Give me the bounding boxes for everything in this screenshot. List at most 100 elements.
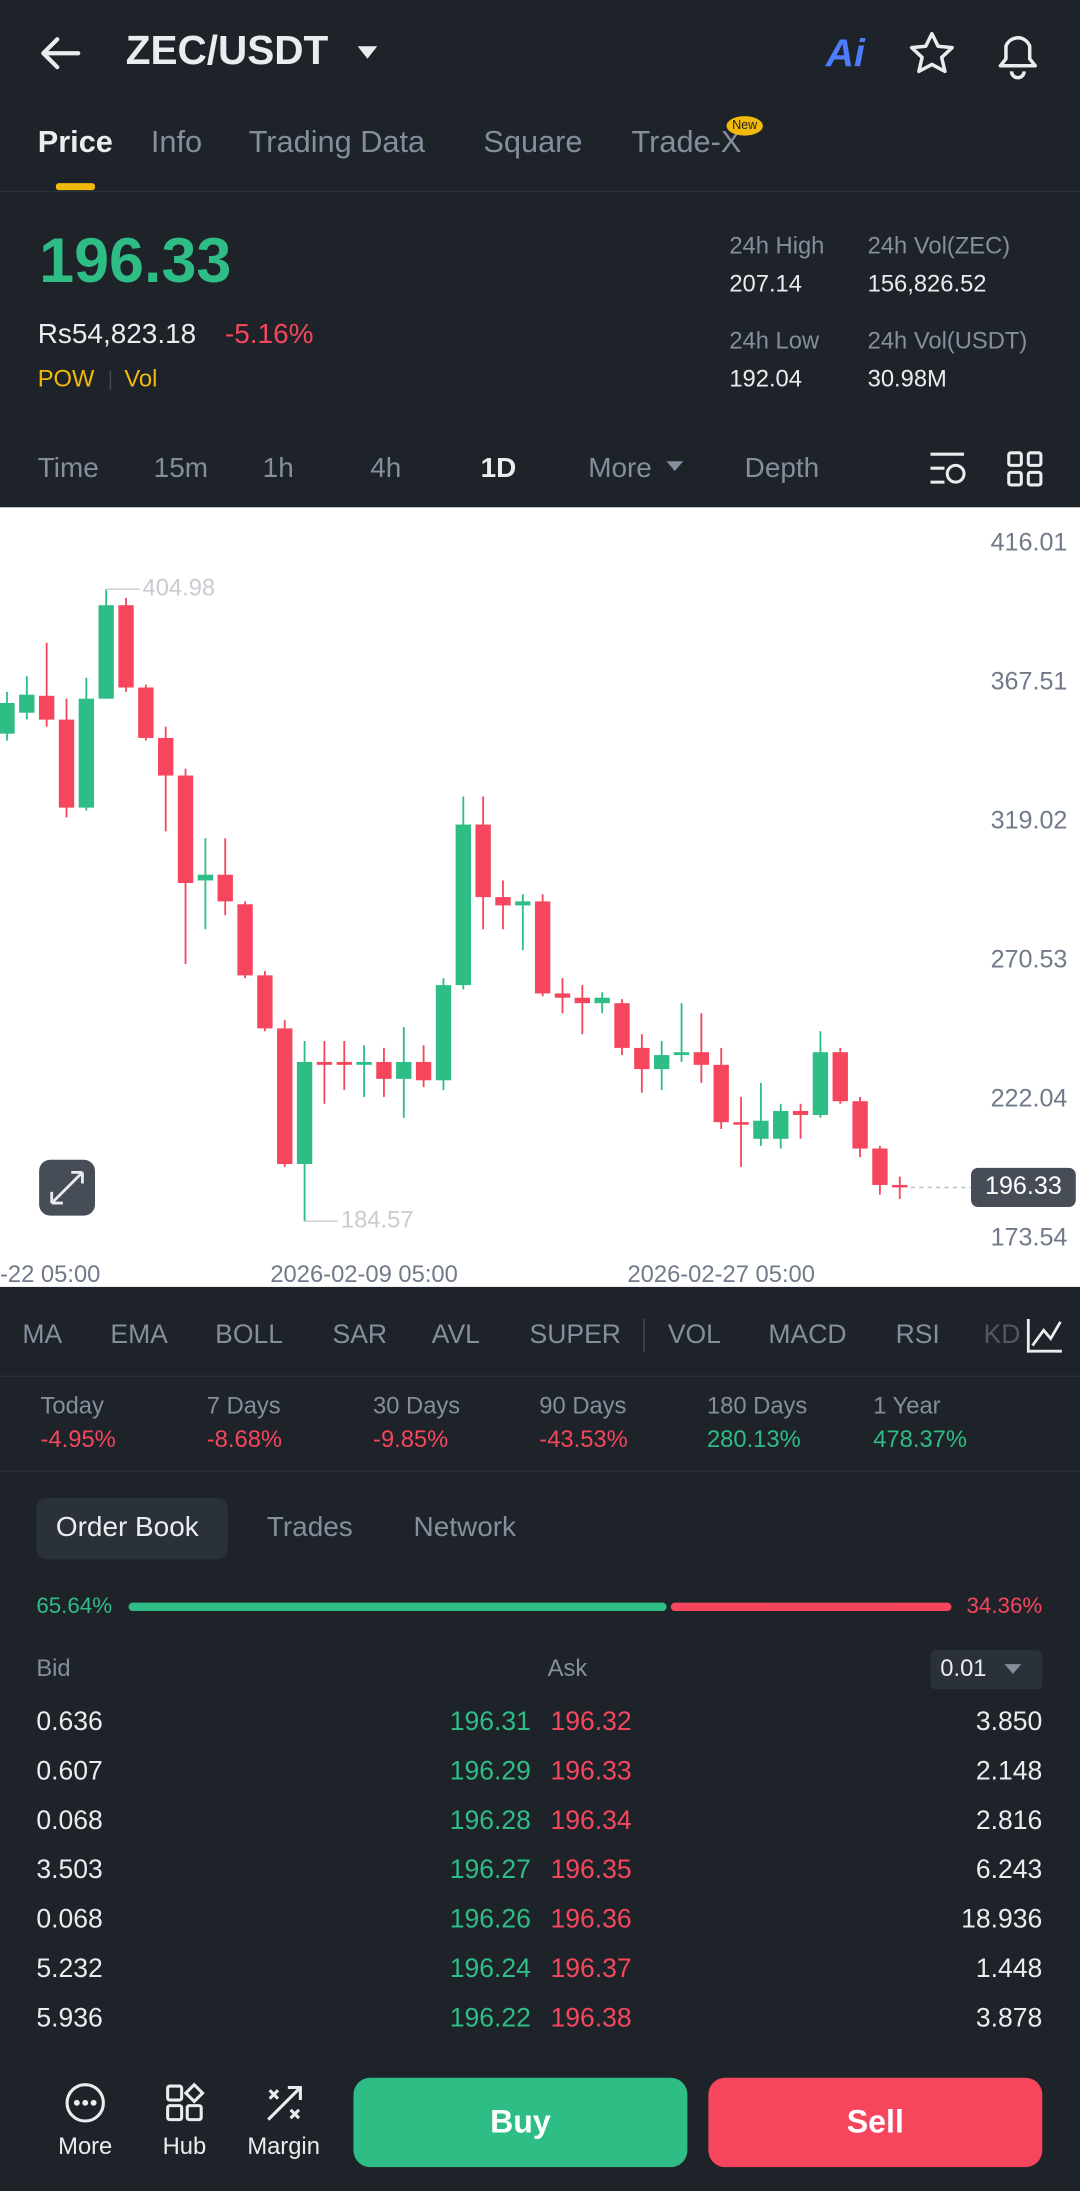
ask-header: Ask	[548, 1655, 588, 1682]
indicator[interactable]: AVL	[432, 1319, 480, 1349]
stat-label: 24h Vol(ZEC)	[868, 233, 1011, 260]
bid-amount: 0.636	[36, 1706, 102, 1736]
interval[interactable]: 1h	[263, 452, 294, 483]
ask-amount: 2.816	[976, 1805, 1042, 1835]
favorite-button[interactable]	[909, 31, 954, 74]
interval[interactable]: 4h	[370, 452, 401, 483]
margin-icon[interactable]	[267, 2085, 302, 2121]
period-change: 280.13%	[707, 1426, 801, 1453]
candle-body	[435, 985, 452, 1081]
bid-price: 196.27	[450, 1854, 531, 1884]
period-label: Today	[41, 1392, 105, 1419]
tab[interactable]: Trading Data	[249, 124, 426, 159]
candle-body	[475, 824, 491, 898]
period-label: 7 Days	[207, 1392, 281, 1419]
back-button[interactable]	[41, 37, 81, 70]
book-tab[interactable]: Network	[414, 1511, 517, 1542]
ask-amount: 18.936	[961, 1904, 1042, 1934]
ask-price: 196.32	[550, 1706, 631, 1736]
more-icon[interactable]	[65, 2083, 105, 2123]
interval[interactable]: Depth	[745, 452, 820, 483]
candle-body	[634, 1047, 650, 1070]
interval[interactable]: More	[588, 452, 652, 483]
book-tab[interactable]: Order Book	[56, 1511, 200, 1542]
bid-amount: 0.068	[36, 1904, 102, 1934]
candle-body	[554, 993, 571, 998]
candle-body	[852, 1101, 868, 1149]
high-annotation: 404.98	[143, 574, 216, 601]
sell-label[interactable]: Sell	[847, 2103, 904, 2139]
ask-amount: 3.850	[976, 1706, 1042, 1736]
tag[interactable]: Vol	[124, 365, 157, 392]
new-badge	[726, 116, 763, 136]
candle-body	[673, 1052, 690, 1056]
interval[interactable]: Time	[38, 452, 99, 483]
bid-amount: 5.232	[36, 1953, 102, 1983]
indicator-settings-button[interactable]	[1026, 1319, 1062, 1353]
period-label: 180 Days	[707, 1392, 807, 1419]
nav-label[interactable]: Hub	[163, 2133, 207, 2160]
step-value[interactable]: 0.01	[940, 1655, 986, 1682]
interval[interactable]: 15m	[154, 452, 208, 483]
candle-body	[78, 698, 95, 808]
sell-button[interactable]	[708, 2077, 1043, 2168]
tab[interactable]: Info	[151, 124, 202, 159]
candle-body	[534, 901, 551, 994]
tab-bar: Price Info Trading Data Square Trade-X	[38, 124, 742, 159]
bid-price: 196.28	[450, 1805, 531, 1835]
step-dropdown[interactable]	[1004, 1664, 1022, 1674]
tab[interactable]: Price	[38, 124, 113, 159]
alert-button[interactable]	[998, 36, 1038, 80]
indicator[interactable]: MACD	[768, 1319, 846, 1349]
nav-label[interactable]: Margin	[247, 2133, 320, 2160]
candlestick-chart: 404.98 184.57	[0, 574, 972, 1233]
tab[interactable]: Square	[483, 124, 582, 159]
buy-label[interactable]: Buy	[490, 2103, 551, 2139]
period-label: 1 Year	[873, 1392, 940, 1419]
ask-amount: 6.243	[976, 1854, 1042, 1884]
candle-body	[38, 695, 55, 720]
ask-amount: 1.448	[976, 1953, 1042, 1983]
last-price: 196.33	[39, 226, 231, 296]
candle-body	[376, 1061, 392, 1079]
indicator[interactable]: BOLL	[215, 1319, 283, 1349]
ai-button[interactable]: Ai	[825, 32, 866, 75]
indicator[interactable]: KD	[984, 1319, 1021, 1349]
buy-button[interactable]	[353, 2077, 688, 2168]
bid-amount: 3.503	[36, 1854, 102, 1884]
candle-body	[98, 605, 114, 699]
bid-price: 196.29	[450, 1755, 531, 1785]
pair-title[interactable]: ZEC/USDT	[126, 27, 329, 73]
book-tab[interactable]: Trades	[267, 1511, 353, 1542]
interval-bar: Time 15m 1h 4h 1D More Depth	[38, 452, 820, 483]
candle-body	[396, 1061, 412, 1079]
layout-button[interactable]	[1007, 451, 1043, 487]
step-select[interactable]	[930, 1650, 1043, 1690]
book-tabs: Order Book Trades Network	[56, 1511, 517, 1542]
hub-icon[interactable]	[166, 2082, 205, 2122]
tab[interactable]: Trade-X	[632, 124, 742, 159]
fullscreen-button[interactable]	[39, 1159, 96, 1216]
candle-body	[594, 997, 610, 1004]
chart-settings-button[interactable]	[930, 452, 966, 484]
indicator[interactable]: SUPER	[530, 1319, 621, 1349]
order-book: 0.636 196.31 196.32 3.850 0.607 196.29 196.33 2…	[36, 1706, 1042, 2033]
indicator[interactable]: RSI	[896, 1319, 940, 1349]
indicator[interactable]: VOL	[668, 1319, 721, 1349]
tag[interactable]: POW	[38, 365, 95, 392]
bid-amount: 5.936	[36, 2003, 102, 2033]
interval[interactable]: 1D	[481, 452, 517, 483]
period-change: -9.85%	[373, 1426, 448, 1453]
nav-label[interactable]: More	[58, 2133, 112, 2160]
period-change: 478.37%	[873, 1426, 967, 1453]
indicator[interactable]: SAR	[333, 1319, 388, 1349]
indicator[interactable]: MA	[22, 1319, 62, 1349]
candle-body	[0, 702, 15, 734]
more-dropdown[interactable]	[666, 461, 684, 471]
y-tick-label: 367.51	[991, 667, 1068, 695]
candle-body	[614, 1003, 630, 1048]
bid-ask-ratio: 65.64% 34.36%	[36, 1593, 1042, 1618]
pair-dropdown[interactable]	[357, 46, 378, 59]
indicator[interactable]: EMA	[110, 1319, 168, 1349]
